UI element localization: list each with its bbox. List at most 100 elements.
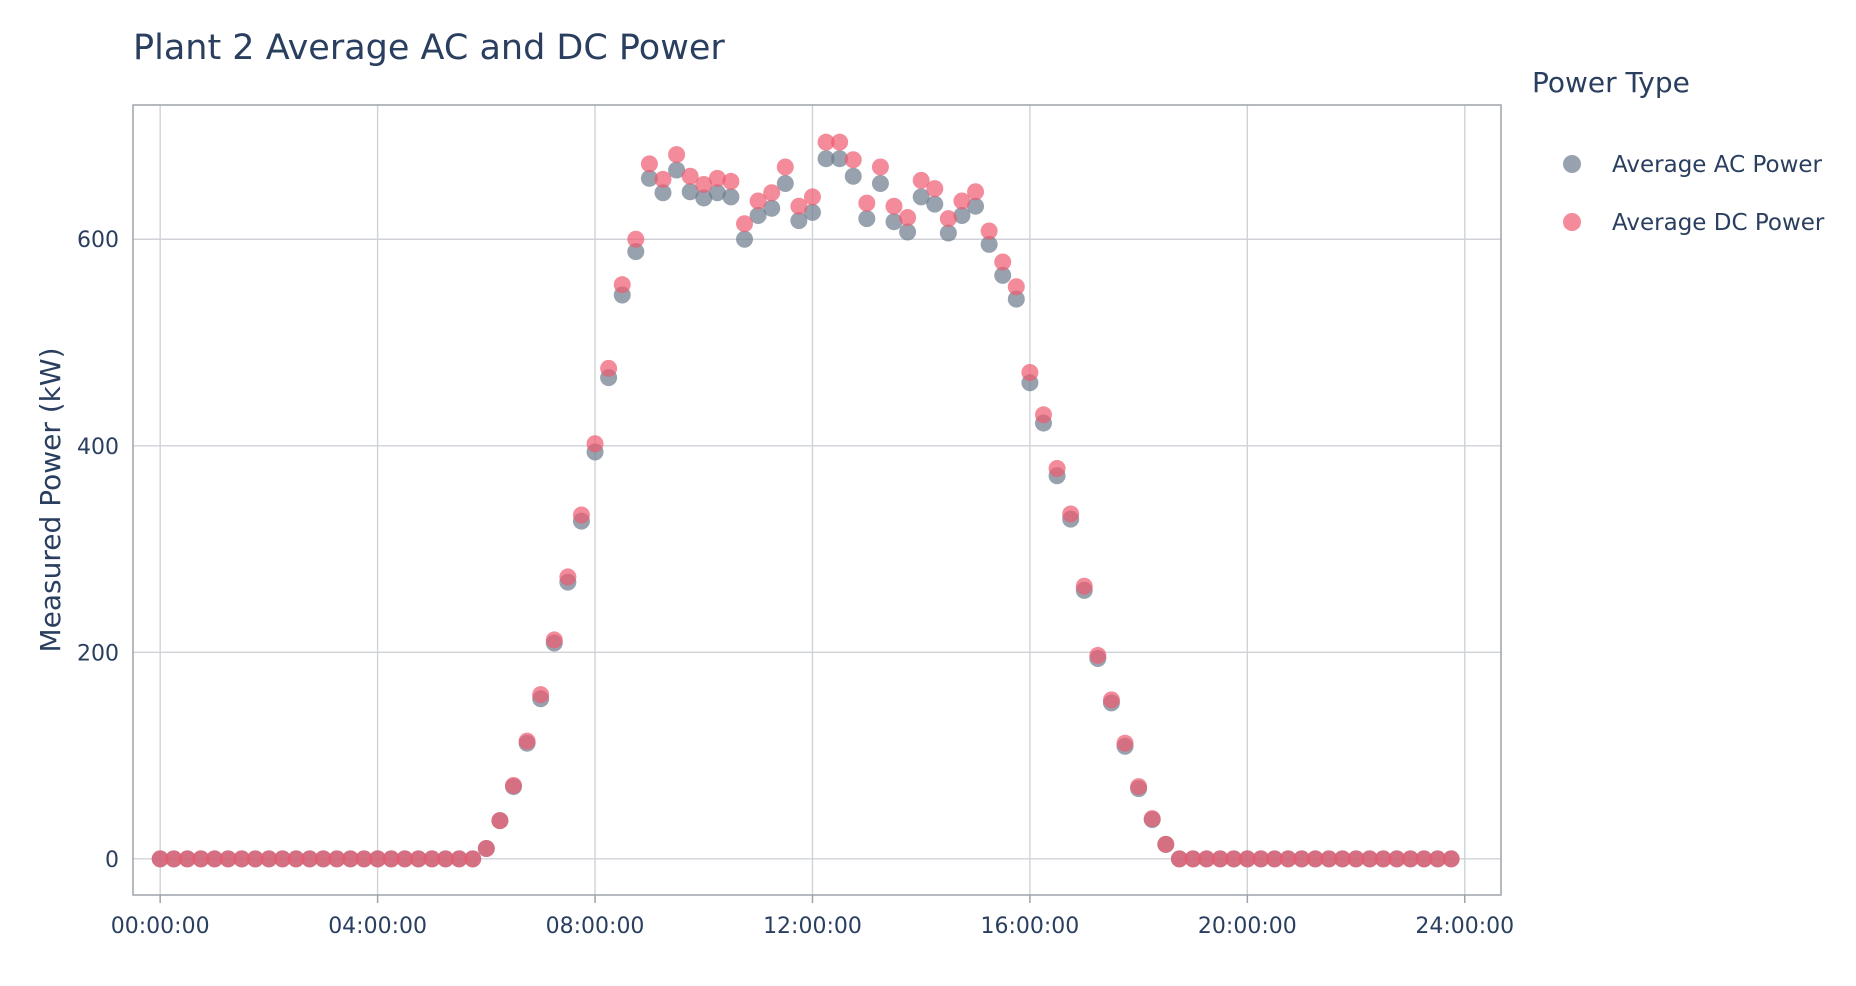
- data-point[interactable]: [1415, 850, 1433, 868]
- data-point[interactable]: [926, 195, 944, 213]
- data-point[interactable]: [831, 133, 849, 151]
- data-point[interactable]: [1266, 850, 1284, 868]
- data-point[interactable]: [1252, 850, 1270, 868]
- data-point[interactable]: [151, 850, 169, 868]
- data-point[interactable]: [1225, 850, 1243, 868]
- data-point[interactable]: [885, 213, 903, 231]
- data-point[interactable]: [1034, 406, 1052, 424]
- data-point[interactable]: [314, 850, 332, 868]
- data-point[interactable]: [1442, 850, 1460, 868]
- data-point[interactable]: [246, 850, 264, 868]
- data-point[interactable]: [844, 167, 862, 185]
- data-point[interactable]: [518, 732, 536, 750]
- data-point[interactable]: [1320, 850, 1338, 868]
- data-point[interactable]: [1347, 850, 1365, 868]
- legend-item[interactable]: Average DC Power: [1563, 210, 1825, 236]
- data-point[interactable]: [1102, 691, 1120, 709]
- data-point[interactable]: [1238, 850, 1256, 868]
- data-point[interactable]: [437, 850, 455, 868]
- data-point[interactable]: [817, 150, 835, 168]
- data-point[interactable]: [1130, 778, 1148, 796]
- data-point[interactable]: [722, 172, 740, 190]
- data-point[interactable]: [369, 850, 387, 868]
- data-point[interactable]: [980, 222, 998, 240]
- data-point[interactable]: [885, 197, 903, 215]
- data-point[interactable]: [491, 812, 509, 830]
- data-point[interactable]: [708, 184, 726, 202]
- data-point[interactable]: [640, 169, 658, 187]
- data-point[interactable]: [763, 184, 781, 202]
- data-point[interactable]: [1116, 734, 1134, 752]
- data-point[interactable]: [654, 170, 672, 188]
- data-point[interactable]: [1048, 460, 1066, 478]
- data-point[interactable]: [926, 180, 944, 198]
- data-point[interactable]: [477, 840, 495, 858]
- data-point[interactable]: [382, 850, 400, 868]
- data-point[interactable]: [1157, 835, 1175, 853]
- data-point[interactable]: [260, 850, 278, 868]
- data-point[interactable]: [668, 161, 686, 179]
- data-point[interactable]: [994, 253, 1012, 271]
- data-point[interactable]: [871, 158, 889, 176]
- data-point[interactable]: [912, 171, 930, 189]
- data-point[interactable]: [695, 176, 713, 194]
- data-point[interactable]: [749, 192, 767, 210]
- data-point[interactable]: [980, 235, 998, 253]
- data-point[interactable]: [1089, 646, 1107, 664]
- data-point[interactable]: [899, 223, 917, 241]
- data-point[interactable]: [1388, 850, 1406, 868]
- data-point[interactable]: [831, 150, 849, 168]
- data-point[interactable]: [505, 777, 523, 795]
- data-point[interactable]: [1293, 850, 1311, 868]
- data-point[interactable]: [736, 215, 754, 233]
- data-point[interactable]: [409, 850, 427, 868]
- data-point[interactable]: [1429, 850, 1447, 868]
- data-point[interactable]: [953, 206, 971, 224]
- data-point[interactable]: [912, 188, 930, 206]
- data-point[interactable]: [206, 850, 224, 868]
- data-point[interactable]: [776, 158, 794, 176]
- data-point[interactable]: [219, 850, 237, 868]
- data-point[interactable]: [803, 188, 821, 206]
- data-point[interactable]: [613, 276, 631, 294]
- data-point[interactable]: [1143, 810, 1161, 828]
- data-point[interactable]: [899, 209, 917, 227]
- data-point[interactable]: [1062, 505, 1080, 523]
- data-point[interactable]: [790, 212, 808, 230]
- data-point[interactable]: [844, 151, 862, 169]
- data-point[interactable]: [722, 188, 740, 206]
- data-point[interactable]: [559, 568, 577, 586]
- data-point[interactable]: [736, 230, 754, 248]
- data-point[interactable]: [1184, 850, 1202, 868]
- data-point[interactable]: [1333, 850, 1351, 868]
- data-point[interactable]: [1211, 850, 1229, 868]
- data-point[interactable]: [1374, 850, 1392, 868]
- data-point[interactable]: [341, 850, 359, 868]
- data-point[interactable]: [1007, 278, 1025, 296]
- data-point[interactable]: [749, 206, 767, 224]
- data-point[interactable]: [627, 230, 645, 248]
- data-point[interactable]: [776, 174, 794, 192]
- data-point[interactable]: [423, 850, 441, 868]
- data-point[interactable]: [233, 850, 251, 868]
- data-point[interactable]: [640, 155, 658, 173]
- data-point[interactable]: [1021, 363, 1039, 381]
- data-point[interactable]: [545, 631, 563, 649]
- data-point[interactable]: [572, 506, 590, 524]
- data-point[interactable]: [654, 184, 672, 202]
- data-point[interactable]: [1170, 850, 1188, 868]
- data-point[interactable]: [287, 850, 305, 868]
- data-point[interactable]: [871, 174, 889, 192]
- data-point[interactable]: [803, 203, 821, 221]
- data-point[interactable]: [668, 146, 686, 164]
- data-point[interactable]: [627, 243, 645, 261]
- legend-item[interactable]: Average AC Power: [1563, 152, 1823, 178]
- data-point[interactable]: [328, 850, 346, 868]
- data-point[interactable]: [681, 167, 699, 185]
- data-point[interactable]: [939, 210, 957, 228]
- data-point[interactable]: [939, 224, 957, 242]
- data-point[interactable]: [708, 169, 726, 187]
- data-point[interactable]: [967, 183, 985, 201]
- data-point[interactable]: [532, 686, 550, 704]
- data-point[interactable]: [790, 197, 808, 215]
